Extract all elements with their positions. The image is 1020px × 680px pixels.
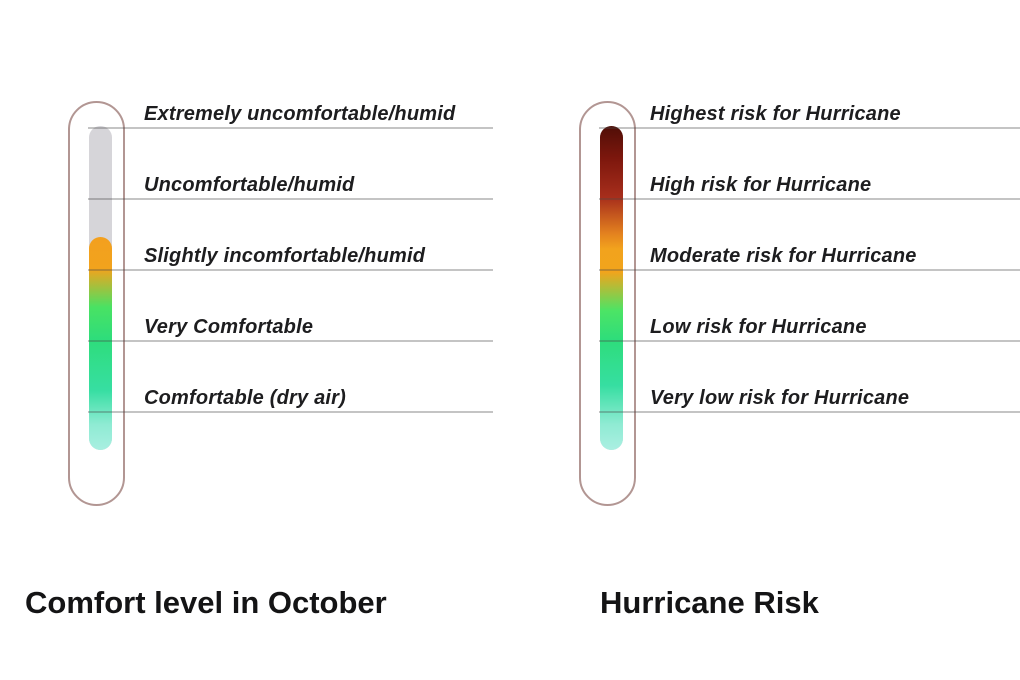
gridline — [599, 127, 1020, 129]
level-label: Comfortable (dry air) — [144, 387, 347, 409]
gridline — [599, 269, 1020, 271]
gridline — [88, 198, 493, 200]
level-label: Very Comfortable — [144, 316, 314, 338]
gauge-title: Hurricane Risk — [600, 585, 819, 620]
gridline — [88, 269, 493, 271]
level-label: Low risk for Hurricane — [650, 316, 867, 338]
gridline — [599, 198, 1020, 200]
gridline — [88, 411, 493, 413]
gridline — [599, 411, 1020, 413]
gridline — [88, 127, 493, 129]
level-label: Highest risk for Hurricane — [650, 103, 901, 125]
level-label: Slightly incomfortable/humid — [144, 245, 426, 267]
thermometer-fill — [89, 237, 112, 450]
level-label: Moderate risk for Hurricane — [650, 245, 917, 267]
gauge-title: Comfort level in October — [25, 585, 387, 620]
thermometer-outline — [68, 101, 125, 506]
level-label: Extremely uncomfortable/humid — [144, 103, 456, 125]
thermometer-fill — [600, 126, 623, 450]
gridline — [88, 340, 493, 342]
thermometer-outline — [579, 101, 636, 506]
gridline — [599, 340, 1020, 342]
level-label: High risk for Hurricane — [650, 174, 872, 196]
level-label: Very low risk for Hurricane — [650, 387, 910, 409]
level-label: Uncomfortable/humid — [144, 174, 355, 196]
